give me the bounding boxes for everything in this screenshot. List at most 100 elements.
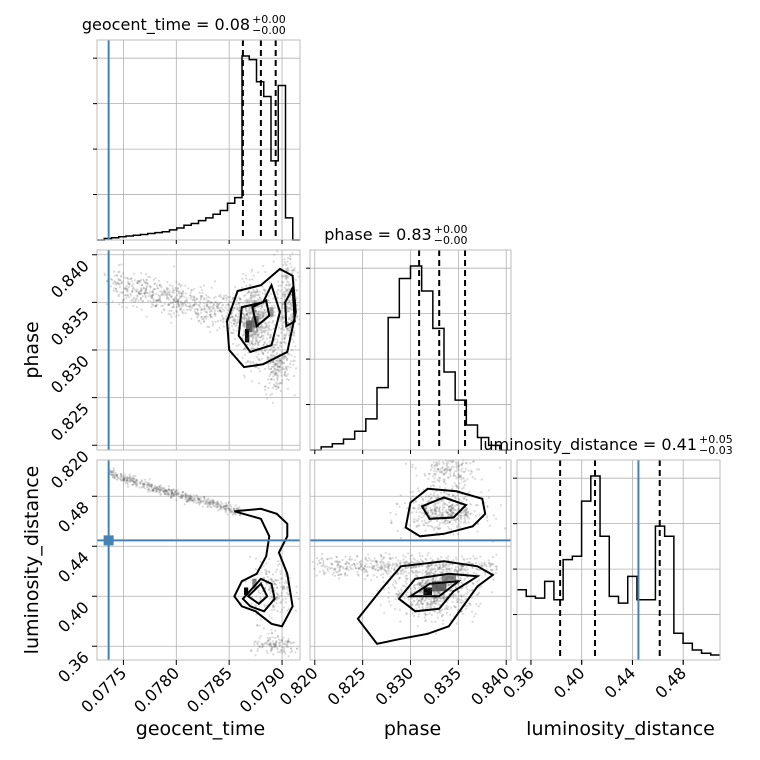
scatter-point: [142, 279, 146, 283]
scatter-point: [202, 318, 205, 321]
scatter-point: [420, 520, 424, 523]
scatter-point: [264, 388, 267, 391]
scatter-point: [284, 652, 287, 655]
scatter-point: [265, 572, 268, 576]
scatter-point: [261, 357, 264, 360]
scatter-point: [237, 302, 240, 305]
scatter-point: [193, 308, 196, 311]
scatter-point: [165, 489, 168, 492]
scatter-point: [469, 472, 472, 475]
scatter-point: [135, 485, 138, 488]
scatter-point: [445, 577, 448, 580]
scatter-point: [287, 269, 290, 272]
scatter-point: [210, 315, 213, 318]
scatter-point: [410, 511, 414, 514]
scatter-point: [275, 381, 278, 384]
scatter-point: [166, 294, 169, 297]
scatter-point: [121, 479, 124, 482]
scatter-point: [426, 578, 429, 581]
scatter-point: [338, 577, 341, 580]
scatter-point: [254, 342, 257, 345]
scatter-point: [124, 481, 127, 484]
scatter-point: [442, 565, 445, 568]
scatter-point: [244, 324, 247, 327]
scatter-point: [146, 291, 149, 294]
scatter-point: [201, 500, 205, 503]
scatter-point: [257, 367, 260, 370]
scatter-point: [451, 523, 454, 526]
scatter-point: [315, 574, 318, 577]
scatter-point: [394, 580, 397, 583]
scatter-point: [263, 330, 266, 333]
scatter-point: [147, 488, 150, 491]
scatter-point: [389, 570, 392, 573]
scatter-point: [249, 323, 252, 326]
scatter-point: [266, 351, 270, 354]
scatter-point: [192, 496, 195, 499]
scatter-point: [434, 620, 437, 624]
scatter-point: [287, 287, 290, 290]
truth-marker: [103, 535, 114, 546]
scatter-point: [498, 466, 501, 469]
scatter-point: [294, 278, 297, 282]
scatter-point: [200, 315, 203, 318]
scatter-point: [202, 302, 206, 305]
scatter-point: [198, 501, 201, 504]
scatter-point: [134, 299, 137, 302]
scatter-point: [398, 505, 401, 508]
scatter-point: [127, 286, 130, 289]
scatter-point: [138, 480, 141, 484]
scatter-point: [284, 293, 287, 296]
scatter-point: [271, 319, 275, 322]
scatter-point: [269, 362, 272, 365]
scatter-point: [129, 292, 132, 295]
scatter-point: [233, 306, 236, 309]
scatter-point: [145, 289, 148, 292]
scatter-point: [196, 309, 199, 312]
scatter-point: [405, 578, 408, 581]
scatter-point: [457, 590, 460, 593]
scatter-point: [117, 277, 120, 280]
scatter-point: [290, 265, 293, 268]
scatter-point: [272, 375, 275, 378]
scatter-point: [258, 326, 262, 329]
scatter-point: [166, 281, 169, 284]
scatter-point: [433, 492, 436, 495]
scatter-point: [250, 270, 253, 273]
scatter-point: [256, 328, 259, 331]
scatter-point: [261, 644, 264, 647]
scatter-point: [164, 291, 167, 294]
scatter-point: [220, 310, 223, 313]
scatter-point: [255, 291, 258, 294]
scatter-point: [495, 553, 498, 556]
scatter-point: [124, 294, 127, 297]
scatter-point: [282, 646, 285, 649]
scatter-point: [272, 360, 275, 364]
scatter-point: [285, 327, 288, 330]
scatter-point: [248, 284, 251, 287]
scatter-point: [222, 505, 226, 508]
scatter-point: [270, 313, 273, 316]
scatter-point: [193, 303, 196, 306]
scatter-point: [289, 325, 292, 329]
scatter-point: [290, 308, 293, 311]
scatter-point: [253, 301, 256, 304]
scatter-point: [178, 290, 181, 293]
scatter-point: [262, 330, 265, 333]
scatter-point: [135, 478, 139, 481]
scatter-point: [160, 291, 164, 294]
scatter-point: [152, 304, 155, 307]
scatter-point: [256, 341, 260, 345]
scatter-point: [459, 594, 462, 597]
scatter-point: [282, 357, 285, 360]
scatter-point: [439, 577, 442, 580]
scatter-point: [262, 564, 265, 568]
scatter-point: [167, 488, 170, 491]
scatter-point: [455, 477, 458, 480]
scatter-point: [209, 500, 212, 503]
scatter-point: [229, 504, 232, 507]
scatter-point: [290, 319, 293, 322]
scatter-point: [407, 598, 410, 601]
scatter-point: [138, 291, 141, 294]
scatter-point: [278, 365, 281, 368]
